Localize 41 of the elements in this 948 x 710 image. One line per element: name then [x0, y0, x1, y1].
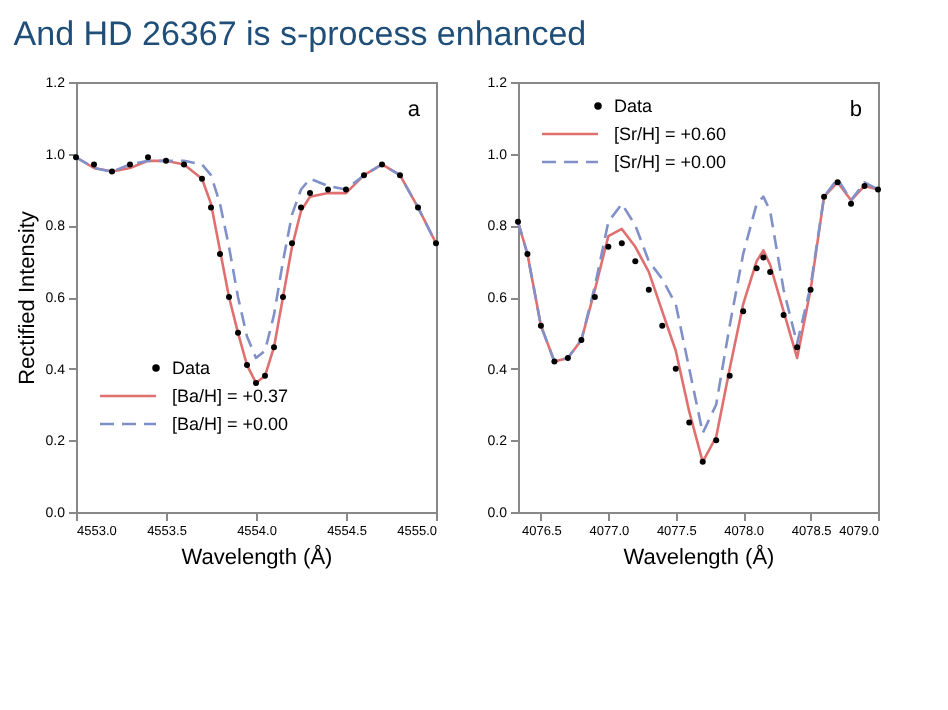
point	[699, 458, 706, 465]
point	[686, 419, 693, 426]
point	[861, 182, 868, 189]
x-axis-title: Wavelength (Å)	[623, 544, 775, 570]
point	[605, 243, 612, 250]
legend-label: [Sr/H] = +0.60	[614, 124, 727, 144]
point	[551, 358, 558, 365]
legend-label: [Sr/H] = +0.00	[614, 152, 727, 172]
point	[767, 268, 774, 275]
point	[834, 179, 841, 186]
point	[740, 308, 747, 315]
point	[760, 254, 767, 261]
x-axis-title: Wavelength (Å)	[181, 544, 333, 570]
point	[632, 258, 639, 265]
point	[726, 372, 733, 379]
point	[578, 337, 585, 343]
point	[753, 265, 760, 272]
legend-label: [Ba/H] = +0.00	[172, 414, 289, 434]
point	[537, 322, 544, 329]
point	[524, 251, 531, 257]
point	[875, 186, 881, 193]
annotation: b	[849, 98, 862, 122]
point	[780, 311, 787, 318]
point	[848, 200, 855, 207]
point	[618, 240, 625, 247]
point	[807, 286, 814, 293]
legend-label: Data	[172, 358, 211, 378]
point	[515, 218, 521, 225]
y-axis-title: Rectified Intensity	[15, 210, 40, 385]
legend-label: [Ba/H] = +0.37	[172, 386, 289, 406]
point	[672, 365, 679, 372]
point	[713, 437, 720, 444]
point	[794, 344, 801, 351]
chart-title: And HD 26367 is s-process enhanced	[13, 15, 587, 53]
legend-label: Data	[614, 96, 653, 116]
annotation: a	[407, 98, 422, 122]
point	[821, 193, 828, 200]
point	[645, 286, 652, 293]
point	[591, 294, 598, 300]
point	[659, 322, 666, 329]
point	[564, 354, 571, 361]
